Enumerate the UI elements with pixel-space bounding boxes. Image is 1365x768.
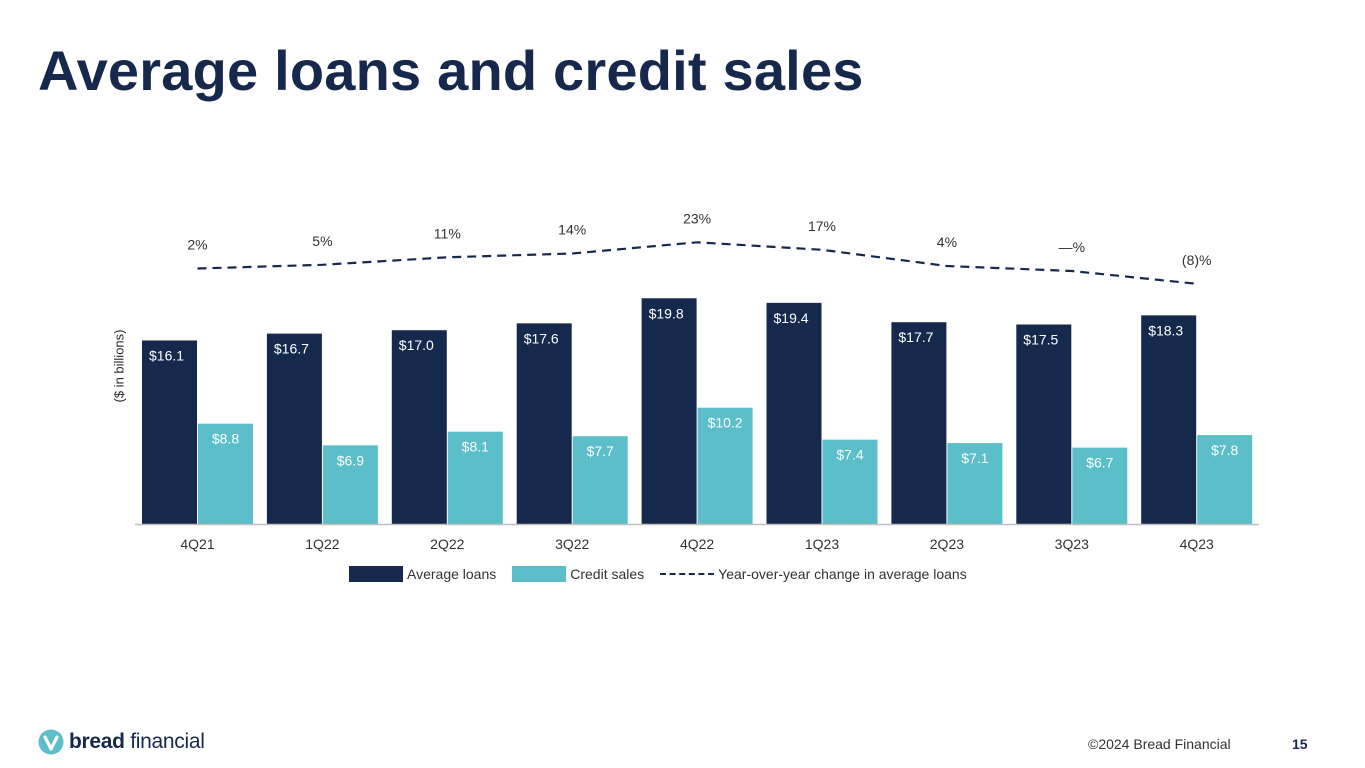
x-tick-label: 1Q22 <box>305 536 339 552</box>
bar-credit-sales <box>572 436 628 524</box>
bar-credit-sales <box>947 443 1003 524</box>
data-label-average-loans: $17.0 <box>399 337 434 353</box>
data-label-yoy-change: 11% <box>434 225 461 241</box>
bar-credit-sales <box>1197 435 1253 524</box>
bar-credit-sales <box>1072 447 1128 524</box>
data-label-yoy-change: 17% <box>808 218 836 234</box>
chart-legend: Average loans Credit sales Year-over-yea… <box>349 564 983 584</box>
data-label-credit-sales: $8.1 <box>462 439 489 455</box>
legend-label-average-loans: Average loans <box>407 566 497 582</box>
bread-financial-logo: bread financial <box>38 729 205 755</box>
data-label-average-loans: $17.6 <box>524 330 559 346</box>
data-label-yoy-change: 2% <box>187 237 207 253</box>
data-label-credit-sales: $6.7 <box>1086 455 1113 471</box>
x-tick-label: 4Q23 <box>1180 536 1214 552</box>
logo-wordmark: bread financial <box>69 730 205 753</box>
data-label-average-loans: $19.8 <box>649 305 684 321</box>
bar-average-loans <box>891 322 947 524</box>
bar-average-loans <box>766 302 822 524</box>
page-number: 15 <box>1292 736 1308 752</box>
x-tick-label: 3Q23 <box>1055 536 1089 552</box>
data-label-credit-sales: $7.4 <box>836 447 863 463</box>
bar-chart: $16.1 $8.8 4Q21 2% $16.7 $6.9 1Q22 5% $17.0 $8.1 2… <box>135 210 1259 552</box>
legend-item-credit-sales: Credit sales <box>512 566 644 582</box>
legend-item-yoy-change: Year-over-year change in average loans <box>660 566 967 582</box>
data-label-credit-sales: $6.9 <box>337 452 364 468</box>
data-label-yoy-change: (8)% <box>1182 252 1212 268</box>
data-label-credit-sales: $7.7 <box>587 443 614 459</box>
legend-label-yoy-change: Year-over-year change in average loans <box>718 566 967 582</box>
legend-item-average-loans: Average loans <box>349 566 496 582</box>
bar-credit-sales <box>447 431 503 524</box>
data-label-average-loans: $16.1 <box>149 347 184 363</box>
x-tick-label: 2Q23 <box>930 536 964 552</box>
data-label-yoy-change: 23% <box>683 210 711 226</box>
data-label-average-loans: $17.7 <box>898 329 933 345</box>
x-tick-label: 4Q22 <box>680 536 714 552</box>
bar-average-loans <box>1141 315 1197 524</box>
x-tick-label: 2Q22 <box>430 536 464 552</box>
bar-average-loans <box>266 333 322 524</box>
data-label-average-loans: $19.4 <box>774 310 809 326</box>
data-label-yoy-change: 5% <box>312 233 332 249</box>
bar-average-loans <box>391 330 447 524</box>
legend-label-credit-sales: Credit sales <box>570 566 645 582</box>
data-label-credit-sales: $7.1 <box>961 450 988 466</box>
data-label-yoy-change: 4% <box>937 234 957 250</box>
data-label-yoy-change: 14% <box>558 222 586 238</box>
bread-logo-icon <box>38 729 64 755</box>
bar-average-loans <box>641 298 697 524</box>
data-label-credit-sales: $8.8 <box>212 431 239 447</box>
legend-swatch-credit-sales <box>512 566 567 582</box>
bar-credit-sales <box>822 439 878 524</box>
data-label-average-loans: $17.5 <box>1023 332 1058 348</box>
legend-swatch-yoy-change <box>660 573 715 575</box>
x-tick-label: 4Q21 <box>180 536 214 552</box>
bar-credit-sales <box>198 423 253 524</box>
data-label-credit-sales: $7.8 <box>1211 442 1238 458</box>
bar-average-loans <box>1016 324 1072 524</box>
data-label-credit-sales: $10.2 <box>708 415 743 431</box>
x-tick-label: 1Q23 <box>805 536 839 552</box>
data-label-yoy-change: —% <box>1059 239 1085 255</box>
data-label-average-loans: $18.3 <box>1148 322 1183 338</box>
x-tick-label: 3Q22 <box>555 536 589 552</box>
bar-credit-sales <box>697 407 753 524</box>
bar-credit-sales <box>322 445 378 524</box>
bar-average-loans <box>516 323 572 524</box>
legend-swatch-average-loans <box>349 566 403 582</box>
copyright-text: ©2024 Bread Financial <box>1088 736 1231 752</box>
data-label-average-loans: $16.7 <box>274 341 309 357</box>
bar-average-loans <box>142 340 197 524</box>
page-title: Average loans and credit sales <box>38 39 864 102</box>
line-yoy-change <box>197 241 1197 285</box>
